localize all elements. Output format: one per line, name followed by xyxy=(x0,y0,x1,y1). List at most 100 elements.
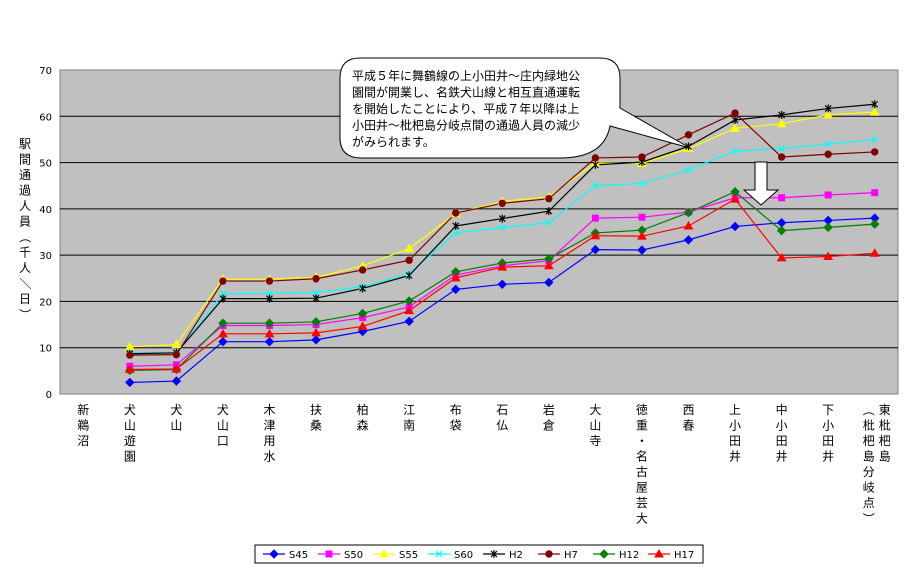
data-point xyxy=(545,194,553,203)
data-point xyxy=(731,109,739,117)
data-point xyxy=(638,153,646,161)
svg-text:点: 点 xyxy=(863,496,875,510)
svg-text:田: 田 xyxy=(822,434,834,448)
svg-text:徳: 徳 xyxy=(636,402,648,417)
svg-text:S60: S60 xyxy=(454,550,473,561)
data-point xyxy=(219,290,227,297)
y-tick-label: 70 xyxy=(39,66,52,77)
data-point xyxy=(357,321,368,330)
x-category-label: 大山寺 xyxy=(589,403,601,448)
x-category-label: 西春 xyxy=(682,403,694,433)
data-point xyxy=(824,150,832,158)
data-point xyxy=(654,548,664,558)
svg-text:柏: 柏 xyxy=(357,402,369,417)
svg-text:古: 古 xyxy=(636,464,648,479)
data-point xyxy=(452,221,460,230)
data-point xyxy=(218,328,228,338)
svg-text:S55: S55 xyxy=(399,550,418,561)
svg-text:西: 西 xyxy=(682,403,694,417)
legend-item-s55: S55 xyxy=(373,548,418,561)
data-point xyxy=(264,336,275,347)
svg-text:中: 中 xyxy=(776,402,788,417)
svg-text:杷: 杷 xyxy=(879,434,891,448)
svg-text:千: 千 xyxy=(19,246,31,260)
data-point xyxy=(730,123,740,132)
svg-text:通: 通 xyxy=(19,168,31,182)
data-point xyxy=(218,318,228,328)
svg-text:井: 井 xyxy=(776,450,788,464)
svg-text:名: 名 xyxy=(636,449,648,464)
legend-box xyxy=(254,544,704,564)
y-tick-label: 40 xyxy=(39,205,52,216)
svg-text:春: 春 xyxy=(682,419,694,433)
svg-text:田: 田 xyxy=(776,434,788,448)
data-point xyxy=(823,251,834,261)
x-category-label: 犬山口 xyxy=(217,403,229,448)
callout-line: 小田井～枇杷島分岐点間の通過人員の減少 xyxy=(352,118,580,133)
svg-text:日: 日 xyxy=(19,292,31,306)
legend-item-s50: S50 xyxy=(318,550,363,561)
svg-text:鵜: 鵜 xyxy=(77,419,89,433)
svg-text:遊: 遊 xyxy=(124,433,136,448)
x-category-label: 新鵜沼 xyxy=(77,402,89,448)
svg-text:小: 小 xyxy=(822,419,834,433)
data-point xyxy=(776,118,787,128)
data-point xyxy=(683,207,694,218)
svg-text:木: 木 xyxy=(263,403,275,417)
data-point xyxy=(452,229,460,237)
svg-text:駅: 駅 xyxy=(19,137,31,151)
data-point xyxy=(405,271,413,280)
svg-text:重: 重 xyxy=(636,419,648,433)
data-point xyxy=(379,548,389,558)
data-point xyxy=(171,376,182,386)
series-markers xyxy=(124,100,880,388)
x-axis-categories: 新鵜沼犬山遊園犬山犬山口木津用水扶桑柏森江南布袋石仏岩倉大山寺徳重・名古屋芸大西… xyxy=(77,402,890,526)
y-tick-label: 30 xyxy=(39,251,52,262)
data-point xyxy=(731,115,739,124)
svg-text:沼: 沼 xyxy=(77,434,89,448)
legend-item-s60: S60 xyxy=(428,550,473,561)
data-point xyxy=(269,549,279,559)
data-point xyxy=(358,266,367,274)
x-category-label: 布袋 xyxy=(450,403,462,433)
data-point xyxy=(638,179,646,187)
data-point xyxy=(404,243,415,253)
svg-text:袋: 袋 xyxy=(450,419,462,433)
data-point xyxy=(778,145,786,153)
svg-text:井: 井 xyxy=(729,450,741,464)
data-point xyxy=(776,225,787,236)
data-point xyxy=(823,109,834,119)
data-point xyxy=(823,222,833,233)
svg-text:園: 園 xyxy=(124,450,136,464)
data-point xyxy=(685,142,692,151)
callout-text: 平成５年に舞鶴線の上小田井～庄内緑地公園間が開業し、名鉄犬山線と相互直通運転を開… xyxy=(352,68,580,149)
legend-item-h2: H2 xyxy=(483,550,523,561)
svg-text:・: ・ xyxy=(636,434,648,448)
data-point xyxy=(264,318,275,328)
svg-text:大: 大 xyxy=(589,403,601,417)
svg-text:津: 津 xyxy=(263,419,275,433)
data-point xyxy=(325,550,333,558)
data-point xyxy=(777,153,786,161)
data-point xyxy=(357,308,368,319)
data-point xyxy=(498,223,506,231)
x-category-label: 犬山 xyxy=(170,403,182,433)
data-point xyxy=(404,305,415,315)
data-point xyxy=(497,262,508,271)
data-point xyxy=(405,256,413,264)
data-point xyxy=(824,191,832,199)
data-point xyxy=(311,327,321,337)
callout-annotation: 平成５年に舞鶴線の上小田井～庄内緑地公園間が開業し、名鉄犬山線と相互直通運転を開… xyxy=(339,57,691,159)
data-point xyxy=(730,221,740,232)
data-point xyxy=(778,110,786,119)
data-point xyxy=(871,189,879,197)
svg-text:下: 下 xyxy=(822,403,834,417)
y-axis-ticks: 0 10 20 30 40 50 60 70 xyxy=(39,66,52,401)
svg-text:枇: 枇 xyxy=(879,418,891,433)
data-point xyxy=(870,219,880,229)
y-tick-label: 60 xyxy=(39,112,52,123)
svg-text:東: 東 xyxy=(879,403,891,417)
